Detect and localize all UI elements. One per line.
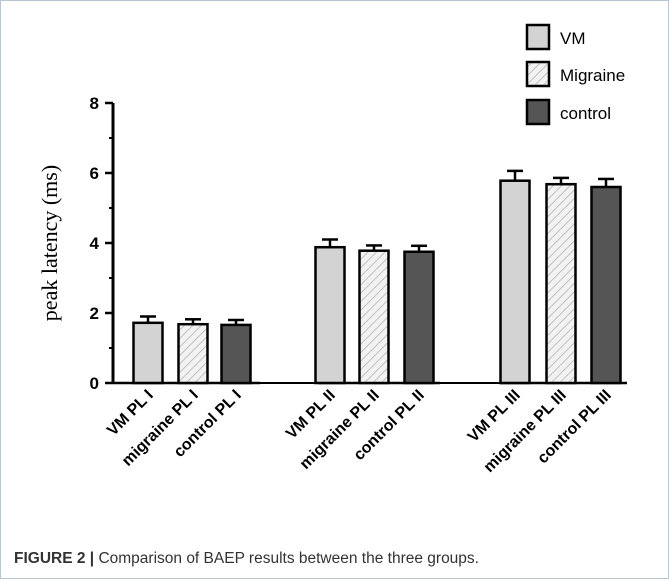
legend-label: VM [560,29,586,48]
bar [132,321,164,385]
legend-label: control [560,104,611,123]
legend-label: Migraine [560,66,625,85]
caption-text: Comparison of BAEP results between the t… [94,550,479,567]
bar [177,322,209,385]
bar [314,245,346,385]
legend-swatch [525,23,551,51]
y-axis-label: peak latency (ms) [37,165,62,321]
bar [545,182,577,385]
y-tick-label: 0 [90,374,99,393]
caption-label: FIGURE 2 | [14,550,95,567]
bar [358,249,390,385]
bar [403,250,435,385]
legend-swatch [525,60,551,88]
figure-caption: FIGURE 2 | Comparison of BAEP results be… [14,550,479,568]
legend: VM Migraine control [525,23,625,126]
bars [132,169,622,385]
y-tick-label: 8 [90,94,99,113]
bar [220,323,252,385]
legend-swatch [525,98,551,126]
x-tick-label: migraine PL III [481,387,570,476]
y-tick-label: 4 [90,234,100,253]
bar [590,185,622,385]
y-tick-label: 2 [90,304,99,323]
y-tick-label: 6 [90,164,99,183]
bar [499,179,531,385]
x-tick-label: migraine PL II [297,387,383,473]
